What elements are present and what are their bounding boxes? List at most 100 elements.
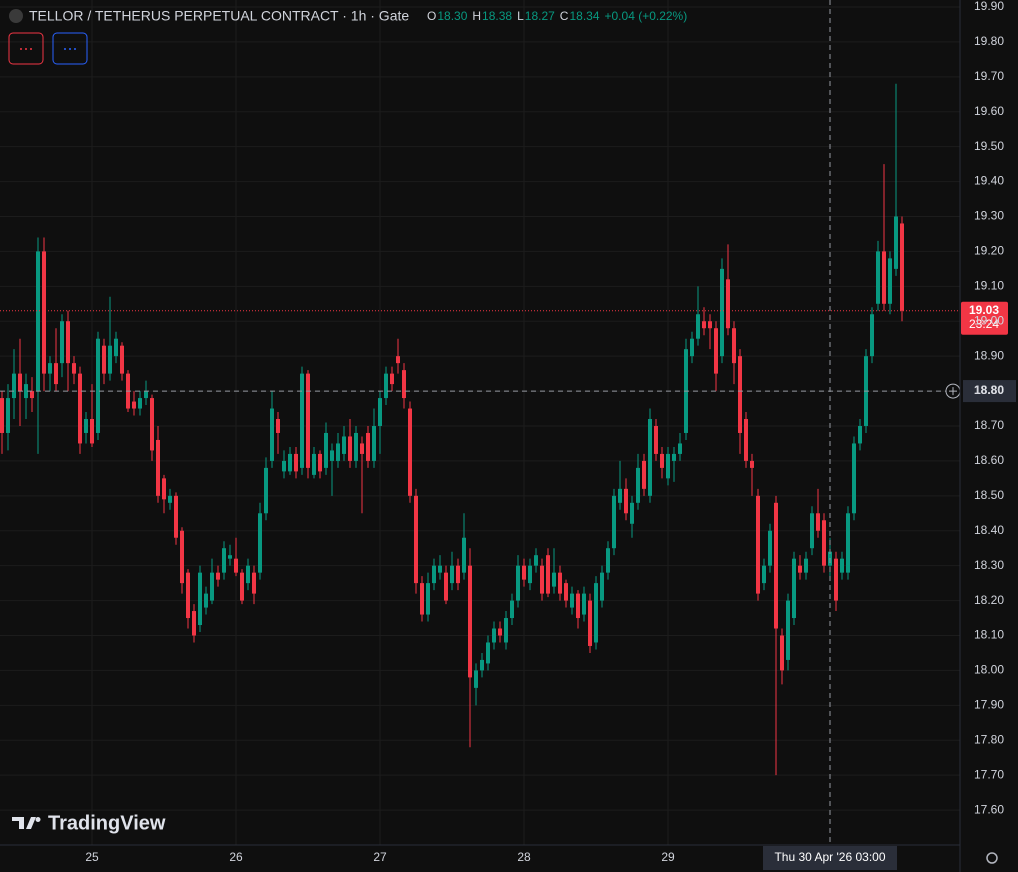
- candle-body: [636, 467, 640, 503]
- y-tick-label: 19.40: [974, 174, 1004, 188]
- candle-body: [486, 642, 490, 664]
- candle-body: [744, 419, 748, 461]
- candle-body: [234, 558, 238, 573]
- candle-body: [726, 279, 730, 329]
- candle-body: [822, 520, 826, 566]
- candle-body: [372, 425, 376, 461]
- candle-body: [474, 670, 478, 688]
- dots-icon: [64, 48, 76, 50]
- candle-body: [642, 460, 646, 489]
- candle-body: [114, 338, 118, 357]
- x-tick-label: 25: [85, 850, 99, 864]
- candle-body: [78, 373, 82, 444]
- candle-body: [498, 628, 502, 636]
- candle-body: [204, 593, 208, 608]
- y-tick-label: 17.80: [974, 732, 1004, 746]
- y-tick-label: 18.50: [974, 488, 1004, 502]
- y-tick-label: 18.60: [974, 453, 1004, 467]
- crosshair-time-box: [763, 846, 897, 870]
- candle-body: [156, 439, 160, 496]
- candle-body: [606, 548, 610, 573]
- candle-body: [72, 363, 76, 374]
- symbol-title[interactable]: TELLOR / TETHERUS PERPETUAL CONTRACT · 1…: [29, 8, 409, 24]
- settings-icon[interactable]: [986, 852, 998, 864]
- candle-body: [282, 460, 286, 472]
- candle-body: [420, 583, 424, 615]
- candle-body: [192, 611, 196, 636]
- candle-body: [894, 216, 898, 269]
- candle-body: [702, 321, 706, 329]
- candle-body: [528, 565, 532, 584]
- indicator-button[interactable]: [52, 32, 88, 65]
- candle-body: [834, 558, 838, 601]
- candle-body: [342, 436, 346, 454]
- candle-body: [588, 600, 592, 646]
- candle-body: [396, 356, 400, 364]
- candle-body: [102, 345, 106, 374]
- candle-body: [378, 398, 382, 426]
- candle-body: [870, 314, 874, 357]
- y-tick-label: 18.10: [974, 628, 1004, 642]
- candle-body: [534, 555, 538, 566]
- candle-body: [564, 583, 568, 601]
- candle-body: [462, 537, 466, 573]
- candle-body: [492, 628, 496, 643]
- countdown-label: 23:24: [969, 317, 999, 331]
- candle-body: [84, 419, 88, 433]
- y-tick-label: 19.90: [974, 0, 1004, 13]
- candle-body: [576, 593, 580, 619]
- candle-body: [552, 572, 556, 587]
- watermark: TradingView: [48, 812, 166, 834]
- candle-body: [774, 502, 778, 629]
- y-tick-label: 17.90: [974, 698, 1004, 712]
- candle-body: [708, 321, 712, 329]
- candle-body: [810, 513, 814, 549]
- candle-body: [816, 513, 820, 531]
- candle-body: [582, 593, 586, 615]
- y-tick-label: 19.10: [974, 278, 1004, 292]
- current-price-box: [961, 301, 1008, 335]
- candle-body: [354, 432, 358, 461]
- candle-body: [438, 565, 442, 573]
- indicator-button[interactable]: [8, 32, 44, 65]
- candle-body: [54, 363, 58, 385]
- candle-body: [456, 565, 460, 584]
- candle-body: [630, 502, 634, 524]
- candle-body: [132, 401, 136, 409]
- legend-open: 18.30: [437, 9, 467, 23]
- y-tick-label: 19.60: [974, 104, 1004, 118]
- candles: [0, 83, 904, 776]
- y-tick-label: 19.70: [974, 69, 1004, 83]
- candle-body: [30, 391, 34, 399]
- candle-body: [90, 419, 94, 444]
- candle-body: [594, 583, 598, 643]
- candle-body: [228, 555, 232, 559]
- candle-body: [240, 572, 244, 601]
- candle-body: [540, 565, 544, 594]
- y-tick-label: 18.90: [974, 348, 1004, 362]
- legend-close-label: C: [560, 9, 569, 23]
- candle-body: [414, 495, 418, 584]
- symbol-icon[interactable]: [9, 9, 23, 23]
- candle-body: [762, 565, 766, 584]
- candle-body: [42, 251, 46, 374]
- candle-body: [288, 453, 292, 472]
- candle-body: [24, 384, 28, 399]
- crosshair-price-box: [963, 380, 1016, 403]
- legend-high: 18.38: [482, 9, 512, 23]
- candle-body: [876, 251, 880, 304]
- candle-body: [408, 408, 412, 496]
- current-price-label: 19.03: [969, 303, 999, 317]
- candle-body: [768, 530, 772, 566]
- y-tick-label: 18.20: [974, 593, 1004, 607]
- plus-icon: [949, 387, 957, 396]
- candle-body: [558, 572, 562, 594]
- y-tick-label: 18.30: [974, 558, 1004, 572]
- candle-body: [786, 600, 790, 660]
- candle-body: [60, 321, 64, 364]
- x-tick-label: 27: [373, 850, 387, 864]
- candle-body: [654, 425, 658, 454]
- y-tick-label: 19.20: [974, 244, 1004, 258]
- candle-body: [324, 432, 328, 468]
